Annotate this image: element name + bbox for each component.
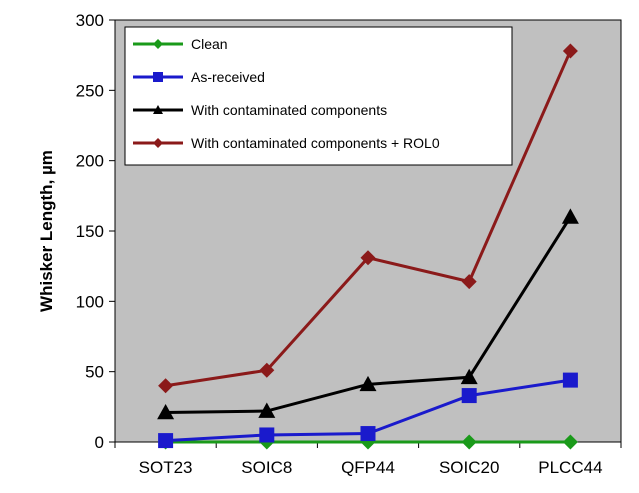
legend-label: As-received xyxy=(191,69,265,85)
data-point xyxy=(158,378,174,394)
data-point xyxy=(360,250,376,266)
data-point xyxy=(562,43,578,59)
data-point xyxy=(258,402,276,418)
x-tick-label: QFP44 xyxy=(341,458,395,477)
legend-entry: With contaminated components xyxy=(133,102,387,118)
y-tick-label: 0 xyxy=(95,433,104,452)
y-tick-label: 300 xyxy=(76,11,104,30)
legend: Clean As-received With contaminated compon… xyxy=(124,26,513,166)
legend-label: With contaminated components xyxy=(191,102,387,118)
legend-marker xyxy=(153,39,163,49)
legend-marker xyxy=(153,138,163,148)
data-point xyxy=(259,427,275,443)
data-point xyxy=(158,433,174,449)
legend-entry: As-received xyxy=(133,69,265,85)
x-tick-label: PLCC44 xyxy=(538,458,602,477)
legend-entry: With contaminated components + ROL0 xyxy=(133,135,440,151)
legend-marker xyxy=(153,105,163,114)
data-point xyxy=(460,368,478,385)
data-point xyxy=(259,362,275,378)
y-axis-title: Whisker Length, µm xyxy=(37,150,56,312)
legend-label: Clean xyxy=(191,36,228,52)
y-tick-label: 150 xyxy=(76,222,104,241)
y-tick-label: 200 xyxy=(76,152,104,171)
legend-box xyxy=(124,26,513,166)
data-point xyxy=(461,274,477,290)
legend-label: With contaminated components + ROL0 xyxy=(191,135,440,151)
legend-marker xyxy=(153,72,163,82)
y-tick-label: 50 xyxy=(85,363,104,382)
data-point xyxy=(359,375,377,392)
x-tick-label: SOIC8 xyxy=(241,458,292,477)
legend-entry: Clean xyxy=(133,36,228,52)
x-tick-label: SOIC20 xyxy=(439,458,499,477)
y-tick-label: 250 xyxy=(76,81,104,100)
series-2 xyxy=(157,208,579,420)
series-3 xyxy=(158,43,578,394)
x-tick-label: SOT23 xyxy=(139,458,193,477)
y-tick-label: 100 xyxy=(76,292,104,311)
data-point xyxy=(461,388,477,404)
data-point xyxy=(562,372,578,388)
data-point xyxy=(360,426,376,442)
data-point xyxy=(157,403,175,420)
data-point xyxy=(562,434,578,450)
data-point xyxy=(461,434,477,450)
series-1 xyxy=(158,372,578,449)
data-point xyxy=(561,208,579,224)
